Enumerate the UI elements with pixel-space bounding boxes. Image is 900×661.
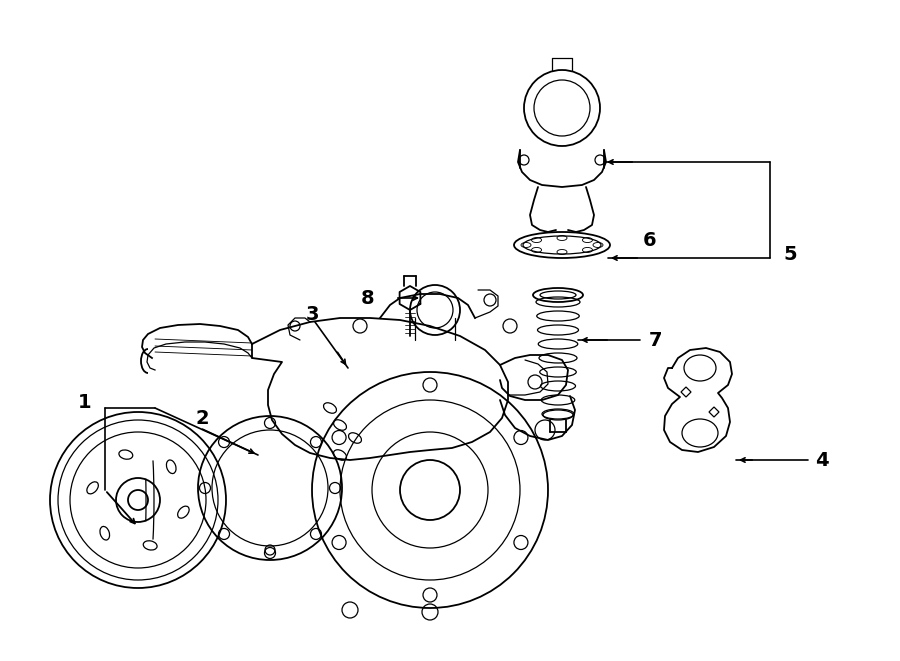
Text: 4: 4 bbox=[815, 451, 829, 469]
Text: 5: 5 bbox=[783, 245, 796, 264]
Text: 3: 3 bbox=[305, 305, 319, 325]
Text: 1: 1 bbox=[78, 393, 92, 412]
Text: 2: 2 bbox=[195, 408, 209, 428]
Text: 8: 8 bbox=[361, 288, 374, 307]
Text: 7: 7 bbox=[648, 330, 662, 350]
Text: 6: 6 bbox=[644, 231, 657, 249]
